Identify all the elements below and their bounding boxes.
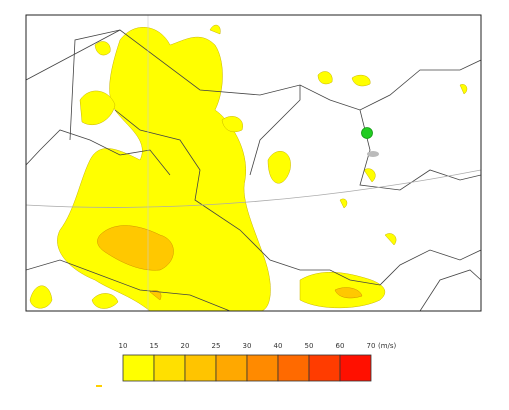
- legend-label: 60: [336, 342, 345, 350]
- legend-unit: (m/s): [378, 342, 397, 350]
- map-frame: [25, 14, 482, 312]
- borders: [26, 29, 481, 311]
- legend-swatch: [277, 354, 310, 382]
- location-marker: [361, 127, 373, 139]
- legend-label: 30: [243, 342, 252, 350]
- legend-label: 10: [119, 342, 128, 350]
- legend-swatch: [339, 354, 372, 382]
- marker-shadow: [367, 151, 379, 157]
- legend-label: 50: [305, 342, 314, 350]
- legend-swatch: [308, 354, 341, 382]
- legend-label: 40: [274, 342, 283, 350]
- legend-swatch: [153, 354, 186, 382]
- legend-label: 15: [150, 342, 159, 350]
- marker-dot: [96, 385, 102, 387]
- legend-swatch: [246, 354, 279, 382]
- graticule: [26, 169, 481, 208]
- legend-label: 25: [212, 342, 221, 350]
- legend-swatch: [122, 354, 155, 382]
- colorbar: 10 15 20 25 30 40 50 60 70 (m/s): [119, 342, 397, 382]
- legend-swatch: [184, 354, 217, 382]
- wind-areas-strong: [97, 225, 363, 301]
- legend-label: 20: [181, 342, 190, 350]
- map: [26, 15, 481, 311]
- legend-swatch: [215, 354, 248, 382]
- legend-label: 70: [367, 342, 376, 350]
